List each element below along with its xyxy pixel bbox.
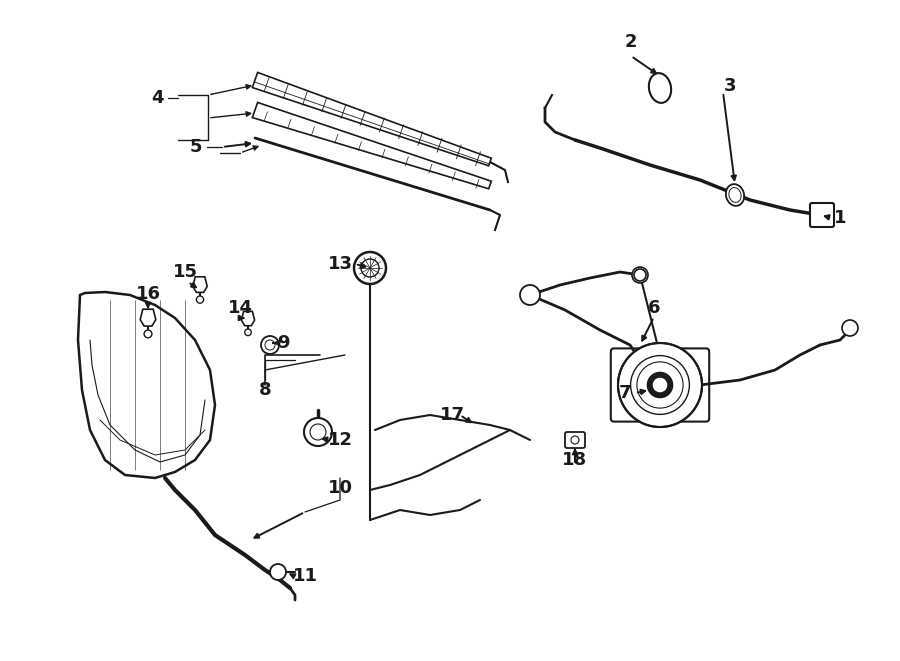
Text: 15: 15 bbox=[173, 263, 197, 281]
Text: 4: 4 bbox=[151, 89, 163, 107]
Text: 1: 1 bbox=[833, 209, 846, 227]
Polygon shape bbox=[252, 73, 491, 166]
FancyBboxPatch shape bbox=[565, 432, 585, 448]
Text: 11: 11 bbox=[292, 567, 318, 585]
Circle shape bbox=[634, 269, 646, 281]
Text: 16: 16 bbox=[136, 285, 160, 303]
Circle shape bbox=[245, 329, 251, 336]
Text: 8: 8 bbox=[258, 381, 271, 399]
Text: 17: 17 bbox=[439, 406, 464, 424]
Text: 7: 7 bbox=[619, 384, 631, 402]
Circle shape bbox=[520, 285, 540, 305]
Text: 6: 6 bbox=[648, 299, 661, 317]
Circle shape bbox=[842, 320, 858, 336]
Text: 14: 14 bbox=[228, 299, 253, 317]
Circle shape bbox=[632, 267, 648, 283]
Circle shape bbox=[196, 296, 203, 303]
Circle shape bbox=[571, 436, 579, 444]
Text: 5: 5 bbox=[190, 138, 203, 156]
Circle shape bbox=[354, 252, 386, 284]
Circle shape bbox=[647, 372, 672, 398]
Circle shape bbox=[270, 564, 286, 580]
Ellipse shape bbox=[649, 73, 671, 103]
Polygon shape bbox=[252, 102, 491, 189]
Text: 12: 12 bbox=[328, 431, 353, 449]
Polygon shape bbox=[140, 309, 156, 326]
Text: 13: 13 bbox=[328, 255, 353, 273]
Polygon shape bbox=[193, 277, 207, 292]
Ellipse shape bbox=[726, 184, 744, 206]
Text: 10: 10 bbox=[328, 479, 353, 497]
Circle shape bbox=[652, 377, 668, 393]
FancyBboxPatch shape bbox=[810, 203, 834, 227]
Circle shape bbox=[261, 336, 279, 354]
FancyBboxPatch shape bbox=[611, 348, 709, 422]
Text: 3: 3 bbox=[724, 77, 736, 95]
Text: 9: 9 bbox=[277, 334, 289, 352]
Polygon shape bbox=[78, 292, 215, 478]
Text: 2: 2 bbox=[625, 33, 637, 51]
Text: 18: 18 bbox=[562, 451, 588, 469]
Circle shape bbox=[144, 330, 152, 338]
Circle shape bbox=[304, 418, 332, 446]
Polygon shape bbox=[241, 311, 255, 326]
Circle shape bbox=[618, 343, 702, 427]
